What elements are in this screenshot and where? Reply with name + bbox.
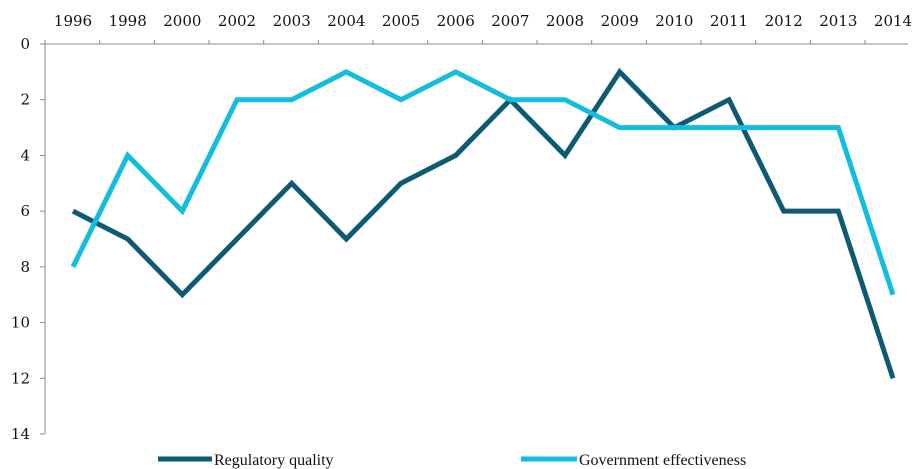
y-tick-label: 4 <box>20 146 30 164</box>
x-tick-label: 2009 <box>601 12 639 30</box>
x-tick-label: 2002 <box>218 12 256 30</box>
x-tick-label: 2003 <box>273 12 311 30</box>
y-tick-label: 2 <box>20 91 30 109</box>
x-tick-label: 2010 <box>655 12 693 30</box>
x-tick-label: 2004 <box>327 12 365 30</box>
y-tick-label: 0 <box>20 35 30 53</box>
y-tick-label: 10 <box>11 314 30 332</box>
x-tick-label: 2013 <box>819 12 857 30</box>
y-tick-label: 8 <box>20 258 30 276</box>
axes <box>40 40 908 435</box>
x-tick-label: 2011 <box>710 12 748 30</box>
x-tick-label: 2007 <box>491 12 529 30</box>
x-tick-label: 2005 <box>382 12 420 30</box>
legend-label: Government effectiveness <box>579 452 746 469</box>
x-tick-label: 2012 <box>765 12 803 30</box>
legend: Regulatory quality Government effectivene… <box>158 452 746 469</box>
series-line-government-effectiveness <box>70 69 896 296</box>
x-tick-label: 2008 <box>546 12 584 30</box>
x-tick-label: 1996 <box>54 12 92 30</box>
series-line-regulatory-quality <box>71 67 896 380</box>
x-tick-label: 1998 <box>109 12 147 30</box>
x-tick-label: 2006 <box>437 12 475 30</box>
x-tick-label: 2014 <box>874 12 912 30</box>
y-tick-labels: 0 2 4 6 8 10 12 14 <box>11 35 30 443</box>
y-tick-label: 6 <box>20 202 30 220</box>
y-tick-label: 12 <box>11 369 30 387</box>
x-tick-label: 2000 <box>163 12 201 30</box>
y-tick-label: 14 <box>11 425 30 443</box>
legend-label: Regulatory quality <box>214 452 334 469</box>
x-tick-labels: 1996 1998 2000 2002 2003 2004 2005 2006 2007 2008… <box>54 12 912 30</box>
series-lines <box>70 67 896 380</box>
